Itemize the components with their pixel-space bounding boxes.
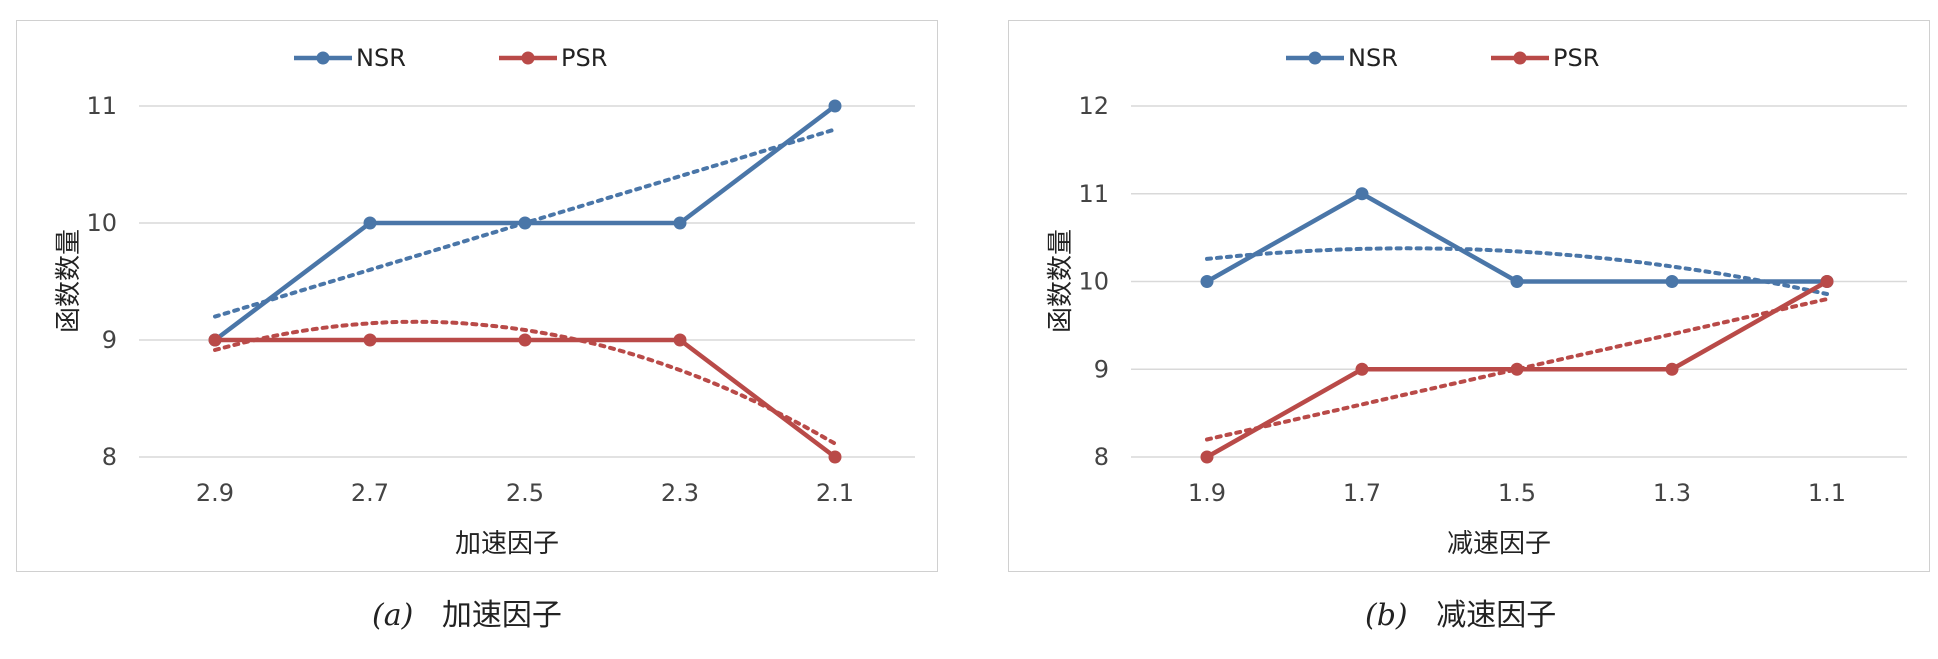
caption-b-label: (b)	[1365, 598, 1408, 633]
caption-a-text: 加速因子	[441, 598, 562, 633]
chart-b-point-nsr	[1510, 275, 1524, 288]
chart-b-series-line-nsr	[1205, 191, 1827, 284]
chart-a-ytick-label: 8	[102, 443, 117, 471]
chart-b-ytick-label: 12	[1078, 92, 1109, 120]
chart-a-ytick-label: 11	[86, 92, 117, 120]
chart-b-ytick-label: 10	[1078, 268, 1109, 296]
chart-a-point-psr	[673, 333, 687, 347]
chart-a-xtick-label: 2.5	[506, 479, 544, 507]
chart-a-legend-marker-nsr	[316, 51, 330, 65]
chart-a-series-line-psr	[215, 337, 837, 459]
chart-b-point-nsr	[1200, 275, 1214, 288]
chart-a-point-nsr	[518, 216, 532, 230]
chart-panel-a: 8 9 10 11 2.9 2.7 2.5 2.3 2.1 加速因子 函数数量 NSR PSR	[16, 20, 938, 572]
chart-b-point-psr	[1510, 362, 1524, 376]
chart-a-point-nsr	[828, 99, 842, 113]
chart-b-legend-marker-nsr	[1308, 51, 1322, 65]
chart-b-xaxis-title: 减速因子	[1447, 529, 1551, 559]
caption-b-text: 减速因子	[1436, 598, 1557, 633]
chart-a-yaxis-title: 函数数量	[54, 229, 84, 333]
chart-b-legend-label-psr: PSR	[1553, 44, 1599, 72]
chart-b-xtick-label: 1.9	[1188, 479, 1226, 507]
chart-b-trendline-nsr	[1205, 246, 1829, 296]
chart-b-svg: 8 9 10 11 12 1.9 1.7 1.5 1.3 1.1 减速因子 函数数量 NSR PSR	[1046, 44, 1907, 559]
chart-a-point-psr	[208, 333, 222, 347]
chart-b-yaxis-title: 函数数量	[1046, 229, 1076, 333]
caption-a: (a) 加速因子	[372, 590, 562, 634]
caption-a-label: (a)	[372, 598, 414, 633]
chart-a-legend-label-nsr: NSR	[356, 44, 406, 72]
chart-a-point-psr	[828, 450, 842, 464]
chart-b-xtick-label: 1.5	[1498, 479, 1536, 507]
chart-a-xtick-label: 2.1	[816, 479, 854, 507]
chart-b-point-psr	[1665, 362, 1679, 376]
chart-b-point-psr	[1200, 450, 1214, 464]
chart-a-xtick-label: 2.9	[196, 479, 234, 507]
chart-a-point-psr	[518, 333, 532, 347]
chart-b-ytick-label: 9	[1094, 355, 1109, 383]
chart-a-svg: 8 9 10 11 2.9 2.7 2.5 2.3 2.1 加速因子 函数数量 NSR PSR	[54, 44, 915, 559]
chart-a-point-nsr	[363, 216, 377, 230]
chart-b-legend-marker-psr	[1513, 51, 1527, 65]
chart-a-ytick-label: 9	[102, 326, 117, 354]
chart-b-point-nsr	[1665, 275, 1679, 288]
chart-a-xtick-label: 2.7	[351, 479, 389, 507]
chart-a-legend-marker-psr	[521, 51, 535, 65]
chart-b-ytick-label: 8	[1094, 443, 1109, 471]
chart-a-xaxis-title: 加速因子	[455, 529, 559, 559]
chart-b-xtick-label: 1.7	[1343, 479, 1381, 507]
chart-a-point-nsr	[673, 216, 687, 230]
chart-panel-b: 8 9 10 11 12 1.9 1.7 1.5 1.3 1.1 减速因子 函数数量 NSR PSR	[1008, 20, 1930, 572]
chart-a-ytick-label: 10	[86, 209, 117, 237]
chart-a-legend-label-psr: PSR	[561, 44, 607, 72]
chart-a-xtick-label: 2.3	[661, 479, 699, 507]
chart-b-point-psr	[1355, 362, 1369, 376]
chart-b-point-psr	[1820, 275, 1834, 288]
chart-b-legend-label-nsr: NSR	[1348, 44, 1398, 72]
chart-a-trendline-psr	[213, 319, 837, 446]
chart-b-ytick-label: 11	[1078, 180, 1109, 208]
chart-b-trendline-psr	[1205, 297, 1829, 442]
chart-b-xtick-label: 1.1	[1808, 479, 1846, 507]
chart-b-xtick-label: 1.3	[1653, 479, 1691, 507]
chart-b-point-nsr	[1355, 187, 1369, 201]
caption-b: (b) 减速因子	[1365, 590, 1556, 634]
chart-a-point-psr	[363, 333, 377, 347]
